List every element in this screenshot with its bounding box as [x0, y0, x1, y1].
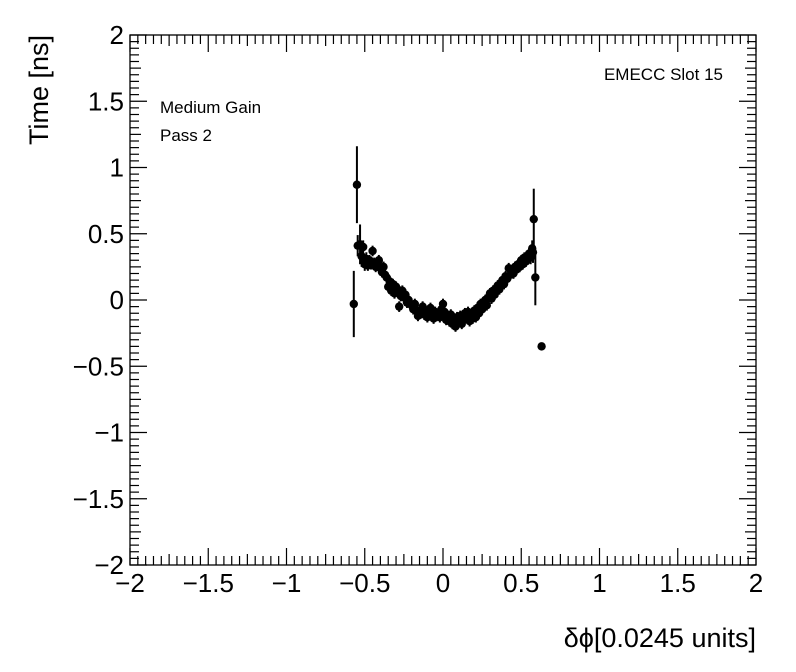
y-tick-label: −1.5 — [73, 484, 124, 514]
annotation-slot: EMECC Slot 15 — [604, 65, 723, 84]
x-tick-label: 2 — [749, 568, 763, 598]
y-tick-label: 0.5 — [88, 219, 124, 249]
y-tick-labels: −2 −1.5 −1 −0.5 0 0.5 1 1.5 2 — [73, 20, 124, 580]
x-tick-labels: −2 −1.5 −1 −0.5 0 0.5 1 1.5 2 — [115, 568, 763, 598]
y-tick-label: 2 — [110, 20, 124, 50]
y-tick-label: −0.5 — [73, 351, 124, 381]
data-point — [537, 342, 546, 351]
x-tick-label: 0.5 — [503, 568, 539, 598]
data-point — [482, 301, 492, 310]
data-point — [352, 180, 362, 189]
data-point — [379, 262, 388, 272]
x-tick-label: −2 — [115, 568, 145, 598]
y-tick-label: 1 — [110, 153, 124, 183]
data-point — [374, 256, 384, 265]
y-axis-title: Time [ns] — [24, 35, 54, 145]
data-point — [438, 299, 448, 309]
data-point — [368, 246, 377, 256]
x-axis-title: δϕ[0.0245 units] — [564, 623, 756, 653]
data-point — [531, 273, 540, 282]
y-tick-label: −1 — [94, 418, 124, 448]
x-tick-label: −0.5 — [339, 568, 390, 598]
x-tick-label: 1.5 — [660, 568, 696, 598]
axis-ticks — [129, 34, 757, 566]
x-tick-label: 1 — [592, 568, 606, 598]
annotation-pass: Pass 2 — [160, 126, 212, 145]
x-tick-label: −1 — [272, 568, 302, 598]
y-tick-label: −2 — [94, 550, 124, 580]
data-point — [529, 214, 538, 224]
x-tick-label: 0 — [436, 568, 450, 598]
y-tick-label: 0 — [110, 285, 124, 315]
x-tick-label: −1.5 — [183, 568, 234, 598]
data-point — [349, 299, 358, 309]
y-tick-label: 1.5 — [88, 86, 124, 116]
data-point — [394, 302, 404, 311]
data-point — [358, 242, 368, 252]
annotation-gain: Medium Gain — [160, 98, 261, 117]
data-points — [349, 146, 546, 351]
